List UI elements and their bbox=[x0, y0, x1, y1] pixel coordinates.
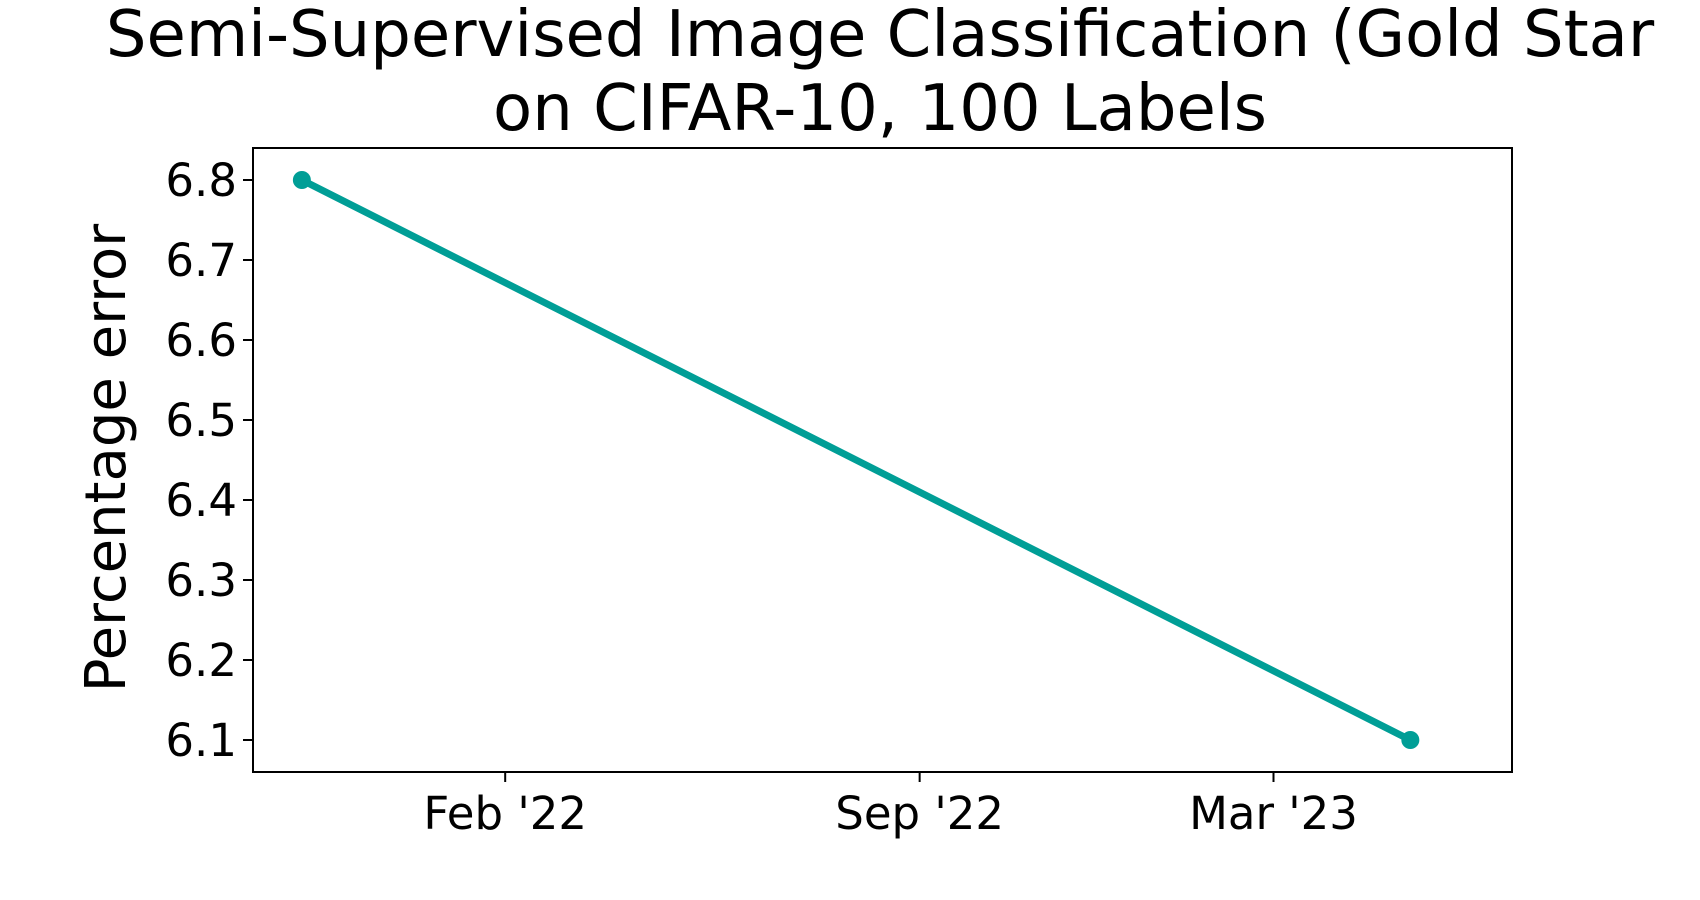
y-tick-label: 6.6 bbox=[165, 314, 237, 367]
y-tick-label: 6.7 bbox=[165, 234, 237, 287]
y-tick-label: 6.5 bbox=[165, 394, 237, 447]
chart-title-line2: on CIFAR-10, 100 Labels bbox=[493, 72, 1267, 146]
data-point bbox=[1401, 731, 1420, 749]
series-layer bbox=[292, 171, 1420, 749]
chart-title: Semi-Supervised Image Classification (Go… bbox=[106, 0, 1655, 146]
y-tick-label: 6.3 bbox=[165, 554, 237, 607]
x-axis-ticks: Feb '22 Sep '22 Mar '23 bbox=[423, 772, 1358, 840]
y-axis-label: Percentage error bbox=[74, 223, 139, 692]
y-tick-label: 6.8 bbox=[165, 154, 237, 207]
chart-title-line1: Semi-Supervised Image Classification (Go… bbox=[106, 0, 1655, 72]
series-line bbox=[298, 176, 1414, 744]
x-tick-label: Sep '22 bbox=[835, 787, 1004, 840]
x-tick-label: Feb '22 bbox=[423, 787, 587, 840]
y-tick-label: 6.1 bbox=[165, 714, 237, 767]
y-tick-label: 6.2 bbox=[165, 634, 237, 687]
y-axis-ticks: 6.1 6.2 6.3 6.4 6.5 6.6 6.7 6.8 bbox=[165, 154, 253, 767]
plot-area-frame bbox=[252, 147, 1513, 773]
x-tick-label: Mar '23 bbox=[1189, 787, 1358, 840]
data-point bbox=[292, 171, 311, 189]
y-tick-label: 6.4 bbox=[165, 474, 237, 527]
